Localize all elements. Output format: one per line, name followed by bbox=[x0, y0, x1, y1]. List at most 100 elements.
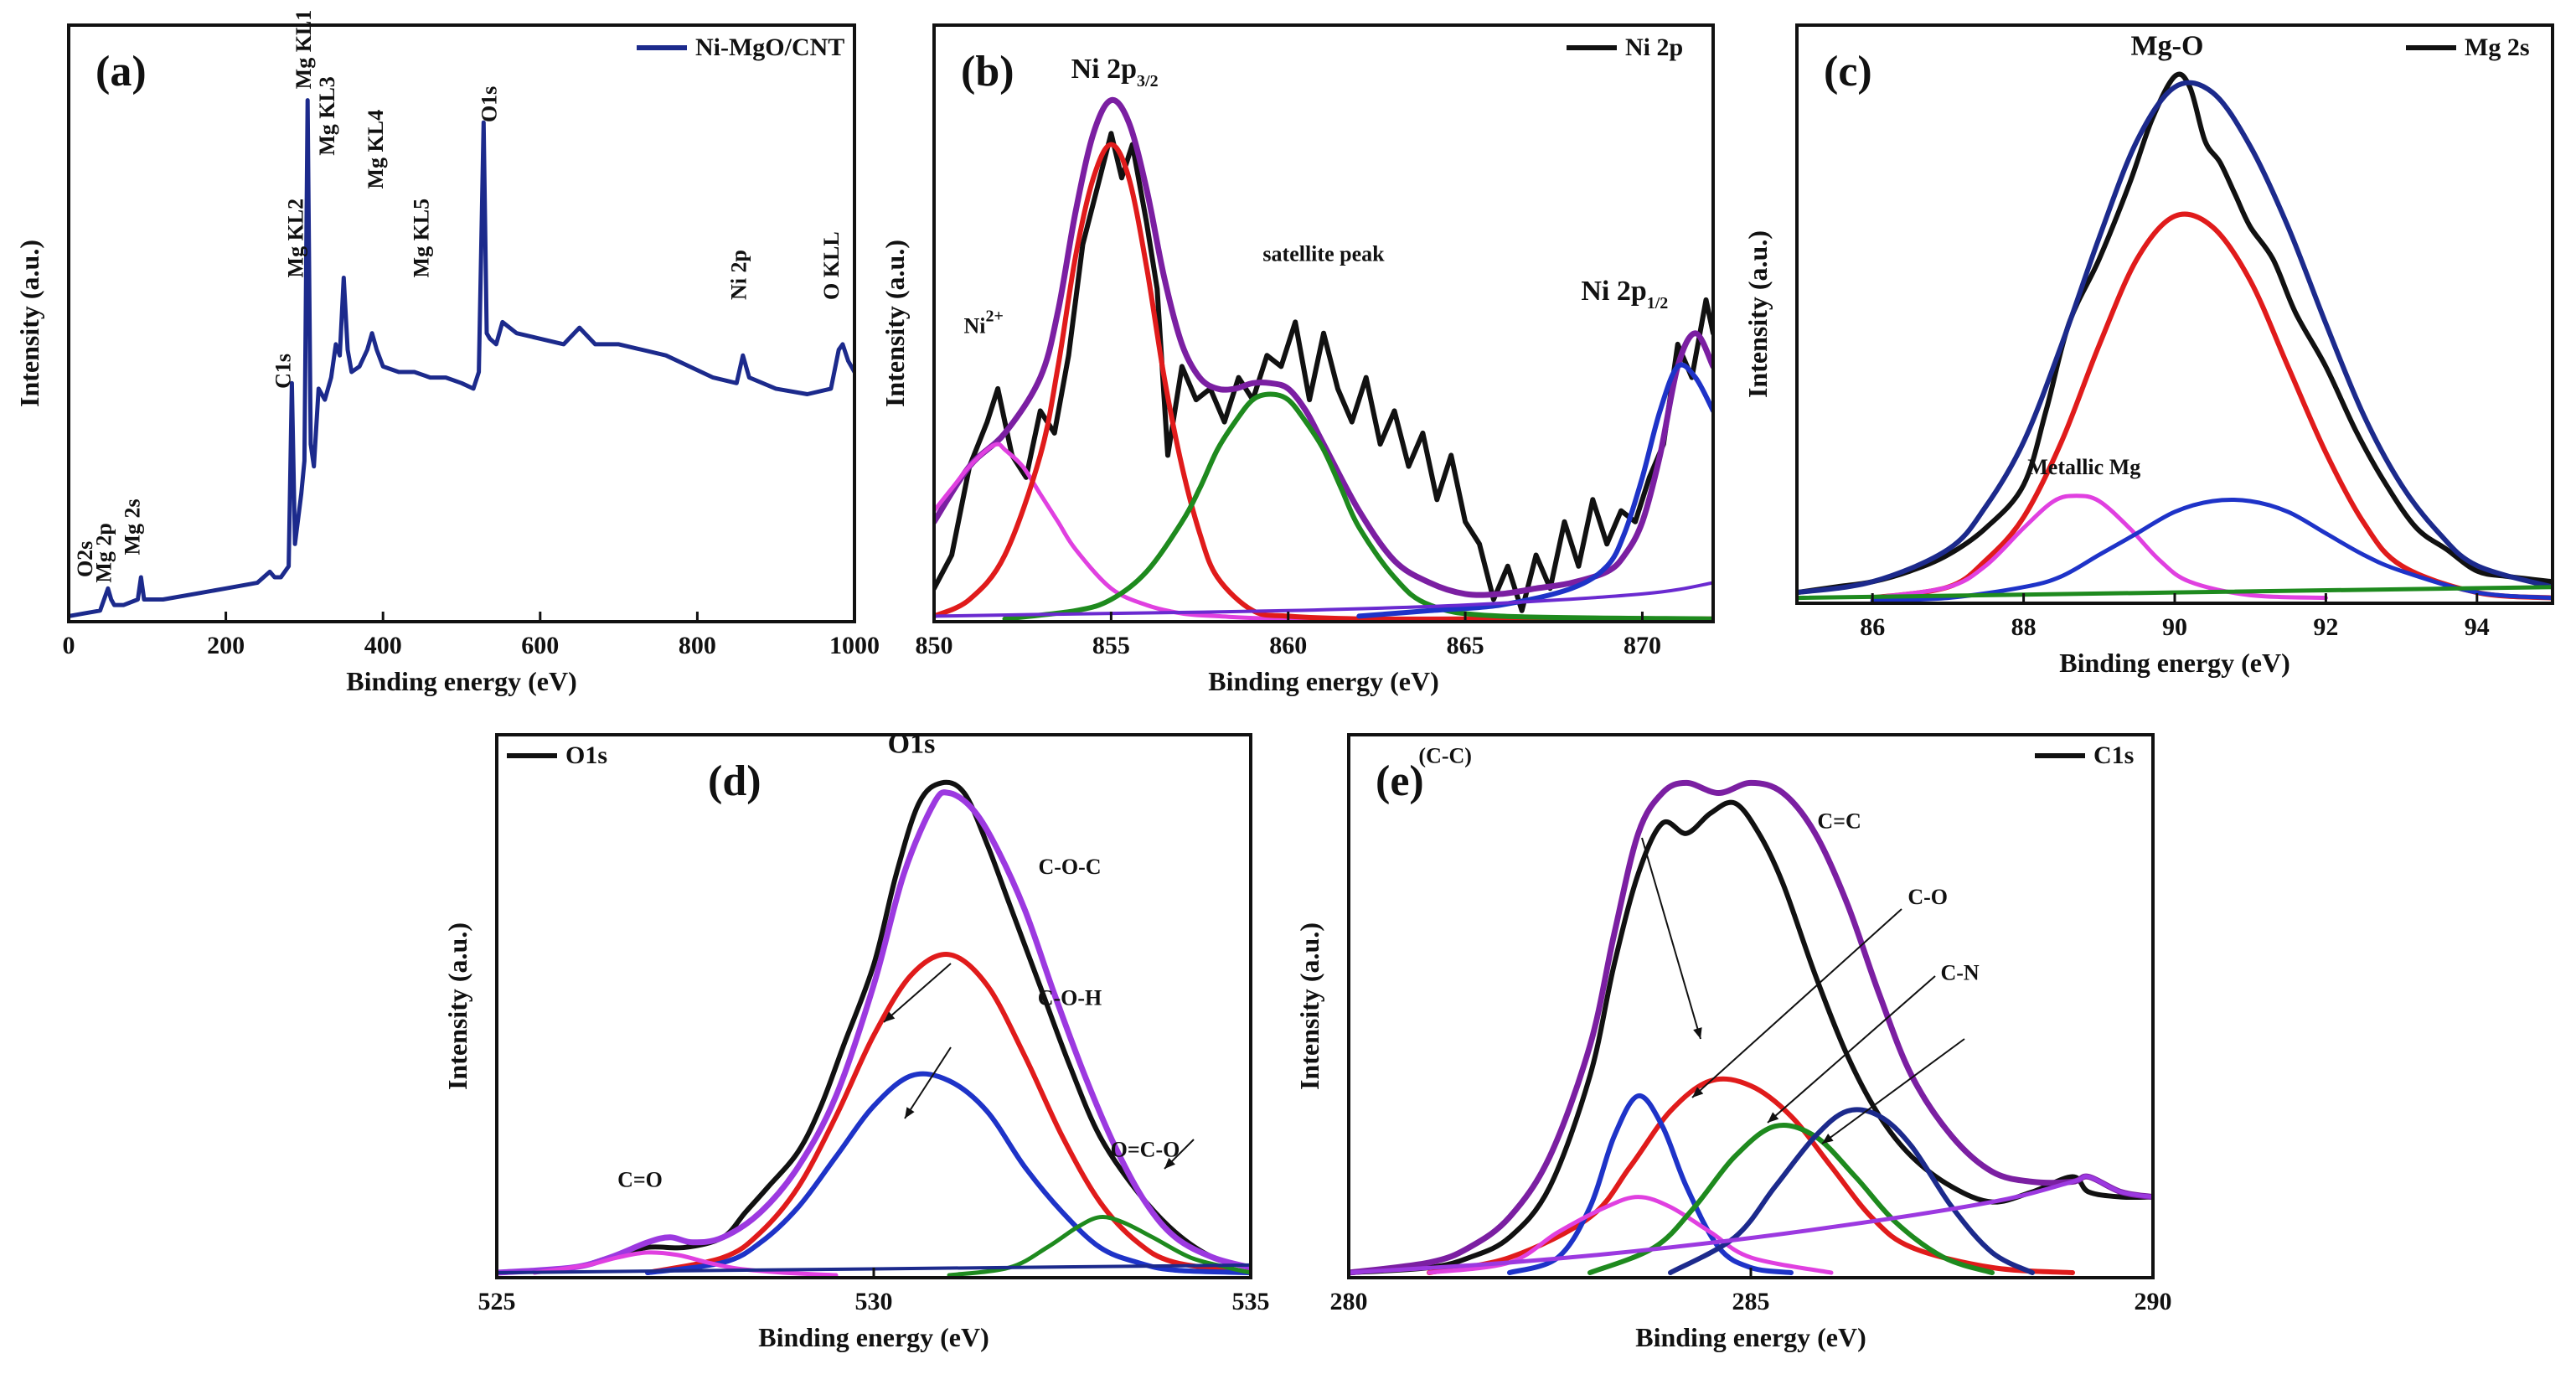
series-group bbox=[1797, 71, 2553, 603]
series-background bbox=[934, 581, 1713, 618]
series-c-o bbox=[1587, 1122, 1995, 1275]
annotation: (C-C) bbox=[1418, 743, 1472, 767]
series-mg-2s bbox=[1797, 71, 2553, 596]
annotation: satellite peak bbox=[1262, 242, 1385, 266]
series-component-3 bbox=[1427, 1195, 1834, 1275]
x-tick-label: 90 bbox=[2162, 613, 2187, 641]
series-envelope bbox=[1349, 779, 2153, 1276]
x-tick-label: 400 bbox=[364, 632, 402, 659]
arrow-c-eq-c bbox=[1691, 908, 1902, 1098]
series-mg-o bbox=[1870, 211, 2553, 601]
x-tick-label: 525 bbox=[478, 1288, 516, 1315]
series-metallic-mg bbox=[1870, 493, 2328, 601]
arrow-o-c-o-head bbox=[1164, 1158, 1175, 1169]
series-ni2- bbox=[934, 442, 1713, 622]
annotation: C1s bbox=[271, 354, 296, 389]
series-satellite-peak bbox=[1002, 391, 1713, 622]
plot-frame bbox=[67, 23, 856, 623]
annotation: Mg KL2 bbox=[284, 199, 308, 278]
x-tick-label: 800 bbox=[679, 632, 716, 659]
series-group bbox=[497, 779, 1251, 1278]
arrow-c-n bbox=[1821, 1038, 1965, 1144]
x-tick-label: 200 bbox=[207, 632, 245, 659]
annotation: Ni 2p3/2 bbox=[1071, 54, 1159, 90]
y-axis-label: Intensity (a.u.) bbox=[1742, 230, 1773, 398]
x-axis-label: Binding energy (eV) bbox=[758, 1322, 989, 1352]
x-tick-label: 870 bbox=[1624, 632, 1661, 659]
series-c-n bbox=[1668, 1107, 2035, 1275]
annotation: C-O bbox=[1907, 885, 1948, 909]
series-c1s bbox=[1349, 799, 2153, 1275]
x-tick-label: 860 bbox=[1269, 632, 1307, 659]
x-tick-label: 94 bbox=[2465, 613, 2490, 641]
legend-label: C1s bbox=[2093, 741, 2134, 769]
legend-label: O1s bbox=[565, 741, 607, 769]
x-tick-label: 1000 bbox=[829, 632, 880, 659]
series-c-o-h bbox=[645, 1071, 1251, 1275]
y-axis-label: Intensity (a.u.) bbox=[880, 240, 910, 407]
annotation: Mg-O bbox=[2131, 30, 2204, 61]
x-tick-label: 535 bbox=[1232, 1288, 1270, 1315]
y-axis-label: Intensity (a.u.) bbox=[442, 922, 472, 1090]
annotation: Mg 2p bbox=[92, 523, 116, 583]
x-tick-label: 855 bbox=[1092, 632, 1130, 659]
arrow-c-c-head bbox=[1693, 1027, 1702, 1039]
annotation: Metallic Mg bbox=[2027, 455, 2140, 479]
annotation: Ni 2p bbox=[727, 250, 751, 300]
series-ni-mgo-cnt bbox=[69, 98, 854, 618]
arrow-c-o-h-head bbox=[905, 1107, 915, 1119]
panel-label: (a) bbox=[96, 48, 147, 96]
y-axis-label: Intensity (a.u.) bbox=[1294, 922, 1324, 1090]
annotation: O=C-O bbox=[1111, 1137, 1180, 1161]
panel-c: 86 88 90 92 94 Binding energy (eV) Intensity (… bbox=[1742, 23, 2554, 678]
x-axis-label: Binding energy (eV) bbox=[346, 666, 577, 696]
plot-frame bbox=[495, 733, 1252, 1279]
panel-d: 525 530 535 Binding energy (eV) Intensity (a… bbox=[442, 728, 1270, 1352]
x-axis-label: Binding energy (eV) bbox=[2059, 648, 2290, 678]
annotation: Mg 2s bbox=[120, 499, 144, 555]
plot-frame bbox=[1795, 23, 2554, 605]
x-tick-label: 0 bbox=[63, 632, 75, 659]
annotation: Mg KL4 bbox=[364, 110, 388, 189]
arrow-c-n-head bbox=[1822, 1133, 1834, 1144]
x-tick-label: 850 bbox=[916, 632, 953, 659]
x-tick-label: 280 bbox=[1330, 1288, 1368, 1315]
annotation: C-O-H bbox=[1038, 986, 1102, 1010]
series-envelope bbox=[1797, 80, 2553, 596]
legend-label: Mg 2s bbox=[2465, 34, 2530, 61]
series-c-o bbox=[532, 1250, 839, 1278]
series-group bbox=[69, 98, 854, 618]
x-tick-label: 86 bbox=[1860, 613, 1885, 641]
x-tick-label: 865 bbox=[1447, 632, 1484, 659]
annotation: O1s bbox=[477, 86, 501, 122]
series-group bbox=[1349, 779, 2153, 1276]
x-tick-label: 88 bbox=[2011, 613, 2037, 641]
legend-label: Ni 2p bbox=[1625, 34, 1683, 61]
arrow-c-o-head bbox=[1768, 1112, 1779, 1123]
panel-label: (b) bbox=[961, 48, 1014, 96]
annotation: Mg KL1 bbox=[292, 10, 316, 90]
x-tick-label: 290 bbox=[2135, 1288, 2172, 1315]
annotation: Mg KL5 bbox=[410, 199, 434, 278]
arrow-c-c bbox=[1641, 837, 1701, 1040]
series-o1s bbox=[497, 779, 1251, 1275]
annotation: C-N bbox=[1940, 960, 1979, 984]
x-tick-label: 92 bbox=[2313, 613, 2338, 641]
panel-label: (d) bbox=[708, 757, 761, 805]
panel-a: 0 200 400 600 800 1000 Binding energy (eV) Inte… bbox=[14, 10, 880, 696]
annotation: O2s bbox=[73, 541, 97, 577]
panel-label: (c) bbox=[1824, 48, 1872, 96]
annotation: O KLL bbox=[819, 231, 844, 300]
series-component-3 bbox=[1870, 497, 2553, 603]
panel-e: 280 285 290 Binding energy (eV) Intensity (a… bbox=[1294, 733, 2172, 1352]
annotation: Ni2+ bbox=[963, 307, 1003, 338]
series-c-o-c bbox=[645, 952, 1251, 1275]
series-o-c-o bbox=[947, 1215, 1251, 1278]
x-tick-label: 530 bbox=[855, 1288, 893, 1315]
series-c-c bbox=[1507, 1093, 1794, 1275]
series-ni-2p3-2 bbox=[934, 142, 1713, 622]
x-axis-label: Binding energy (eV) bbox=[1208, 666, 1439, 696]
annotation: C-O-C bbox=[1038, 855, 1101, 879]
y-axis-label: Intensity (a.u.) bbox=[14, 240, 44, 407]
